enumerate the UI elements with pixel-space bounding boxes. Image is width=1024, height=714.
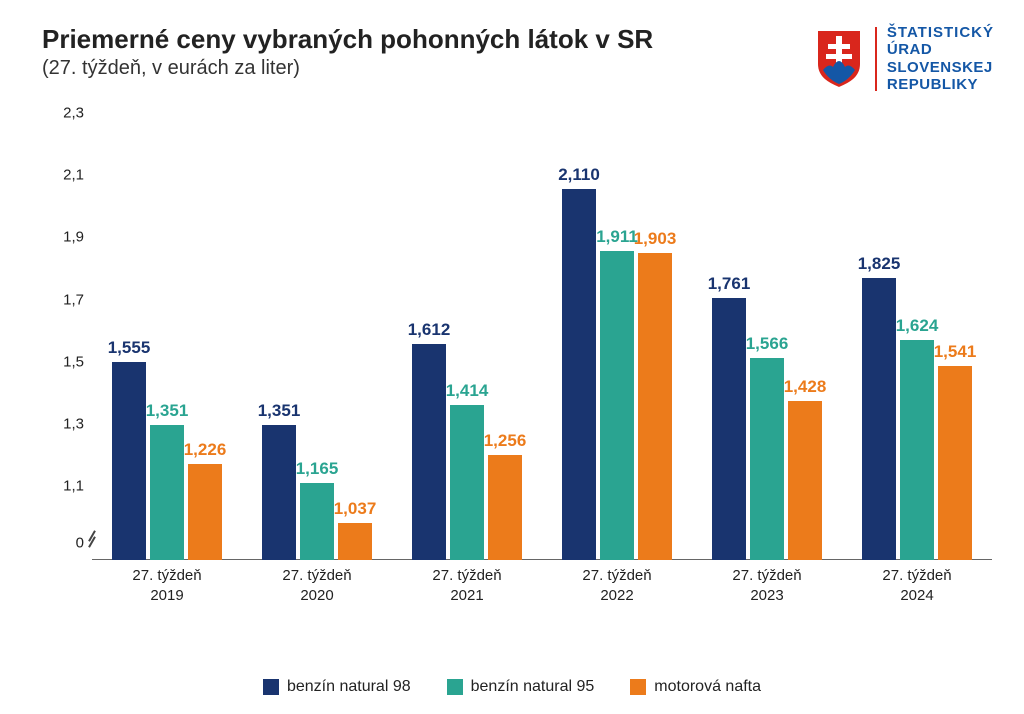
bar-value-label: 1,165 [296, 459, 339, 479]
bar [938, 366, 972, 560]
y-tick-label: 1,7 [63, 291, 84, 308]
y-tick-label: 1,3 [63, 415, 84, 432]
y-tick-label: 2,1 [63, 167, 84, 184]
bar [600, 251, 634, 560]
y-axis: 01,11,31,51,71,92,12,3 [42, 130, 92, 560]
bar [712, 298, 746, 560]
legend-label: benzín natural 98 [287, 678, 411, 696]
bar [262, 425, 296, 560]
legend: benzín natural 98 benzín natural 95 motoro… [0, 678, 1024, 696]
bar [862, 278, 896, 560]
bar-value-label: 1,351 [258, 401, 301, 421]
x-tick-label: 27. týždeň 2020 [282, 566, 351, 605]
bar-value-label: 1,414 [446, 381, 489, 401]
header: Priemerné ceny vybraných pohonných látok… [42, 24, 994, 93]
logo-line-2: ÚRAD [887, 41, 994, 58]
bar-value-label: 1,226 [184, 440, 227, 460]
bar [488, 455, 522, 560]
bar [900, 340, 934, 560]
x-tick-label: 27. týždeň 2022 [582, 566, 651, 605]
bar-value-label: 1,566 [746, 334, 789, 354]
bar-value-label: 1,612 [408, 320, 451, 340]
bar-value-label: 1,903 [634, 229, 677, 249]
y-tick-label: 1,9 [63, 229, 84, 246]
y-tick-label: 2,3 [63, 105, 84, 122]
bar-value-label: 1,351 [146, 401, 189, 421]
bar-value-label: 1,428 [784, 377, 827, 397]
bar [300, 483, 334, 560]
bar-value-label: 1,256 [484, 431, 527, 451]
bar-value-label: 1,911 [596, 227, 638, 247]
x-tick-label: 27. týždeň 2021 [432, 566, 501, 605]
y-tick-label: 1,5 [63, 353, 84, 370]
logo-line-1: ŠTATISTICKÝ [887, 24, 994, 41]
legend-swatch [630, 679, 646, 695]
bar-value-label: 1,555 [108, 338, 151, 358]
legend-item: motorová nafta [630, 678, 761, 696]
bar-value-label: 1,037 [334, 499, 377, 519]
bar-value-label: 1,761 [708, 274, 751, 294]
logo-line-3: SLOVENSKEJ [887, 59, 994, 76]
legend-item: benzín natural 95 [447, 678, 595, 696]
bar [450, 405, 484, 560]
chart-title: Priemerné ceny vybraných pohonných látok… [42, 24, 813, 55]
bar [338, 523, 372, 560]
logo-text: ŠTATISTICKÝ ÚRAD SLOVENSKEJ REPUBLIKY [887, 24, 994, 93]
coat-of-arms-icon [813, 28, 865, 90]
bar [750, 358, 784, 560]
legend-item: benzín natural 98 [263, 678, 411, 696]
bar [150, 425, 184, 560]
x-axis: 27. týždeň 2019 27. týždeň 2020 27. týždeň… [92, 560, 992, 610]
y-tick-label: 0 [76, 535, 84, 552]
legend-swatch [263, 679, 279, 695]
legend-label: benzín natural 95 [471, 678, 595, 696]
bar [112, 362, 146, 560]
bar [788, 401, 822, 560]
bar [188, 464, 222, 560]
x-tick-label: 27. týždeň 2023 [732, 566, 801, 605]
bar-value-label: 1,825 [858, 254, 901, 274]
x-tick-label: 27. týždeň 2024 [882, 566, 951, 605]
axis-break-icon [86, 532, 98, 548]
bar-value-label: 1,541 [934, 342, 977, 362]
plot-area: 1,555 1,351 1,226 1,351 1,165 1,037 1,612 1,414… [92, 130, 992, 560]
bar [412, 344, 446, 560]
bar [638, 253, 672, 560]
legend-swatch [447, 679, 463, 695]
bar-value-label: 2,110 [558, 165, 600, 185]
bar-value-label: 1,624 [896, 316, 939, 336]
x-tick-label: 27. týždeň 2019 [132, 566, 201, 605]
logo-block: ŠTATISTICKÝ ÚRAD SLOVENSKEJ REPUBLIKY [813, 24, 994, 93]
logo-line-4: REPUBLIKY [887, 76, 994, 93]
chart-subtitle: (27. týždeň, v eurách za liter) [42, 57, 813, 80]
legend-label: motorová nafta [654, 678, 761, 696]
y-tick-label: 1,1 [63, 478, 84, 495]
bar [562, 189, 596, 560]
chart-area: 01,11,31,51,71,92,12,3 1,5551,3511,2261,… [42, 130, 992, 610]
logo-divider [875, 27, 877, 91]
title-block: Priemerné ceny vybraných pohonných látok… [42, 24, 813, 80]
